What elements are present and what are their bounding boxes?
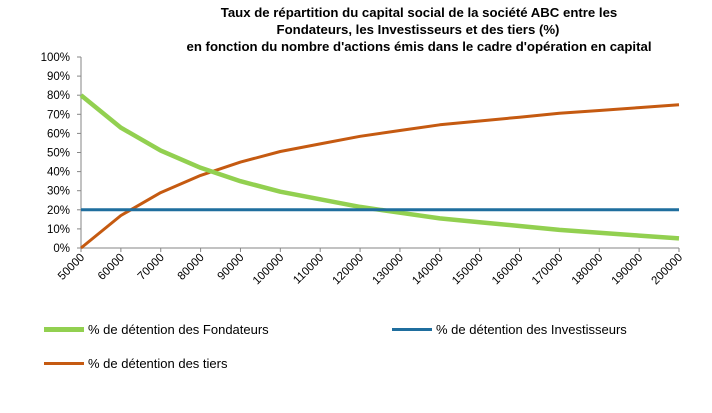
x-tick-label: 130000 — [370, 252, 406, 288]
x-tick-label: 50000 — [56, 252, 87, 283]
y-tick-label: 40% — [47, 167, 70, 179]
title-line-3: en fonction du nombre d'actions émis dan… — [186, 39, 652, 54]
x-tick-label: 70000 — [136, 252, 167, 283]
title-line-2: Fondateurs, les Investisseurs et des tie… — [276, 22, 560, 37]
x-tick-label: 90000 — [215, 252, 246, 283]
y-tick-label: 90% — [47, 71, 70, 83]
x-tick-label: 100000 — [251, 252, 287, 288]
x-tick-label: 80000 — [176, 252, 207, 283]
x-tick-label: 180000 — [570, 252, 606, 288]
series-layer — [79, 93, 680, 250]
y-tick-label: 0% — [53, 243, 70, 255]
x-tick-label: 120000 — [331, 252, 367, 288]
y-tick-label: 20% — [47, 205, 70, 217]
y-tick-label: 10% — [47, 224, 70, 236]
x-tick-label: 200000 — [650, 252, 686, 288]
x-tick-label: 150000 — [450, 252, 486, 288]
series-line-0 — [79, 93, 680, 241]
y-tick-label: 30% — [47, 186, 70, 198]
series-line-2 — [80, 103, 680, 250]
tick-labels: 0% 10% 20% 30% 40% 50% 60% 70% 80% 90% 100% 50000 60… — [41, 52, 686, 287]
y-tick-label: 100% — [41, 52, 70, 64]
x-tick-label: 110000 — [291, 252, 326, 287]
x-tick-label: 190000 — [610, 252, 646, 288]
x-tick-label: 140000 — [410, 252, 446, 288]
y-tick-label: 70% — [47, 109, 70, 121]
x-tick-label: 170000 — [530, 252, 566, 288]
x-tick-label: 160000 — [490, 252, 526, 288]
axes — [77, 56, 680, 252]
x-tick-label: 60000 — [96, 252, 127, 283]
title-line-1: Taux de répartition du capital social de… — [220, 5, 618, 20]
y-tick-label: 50% — [47, 148, 70, 160]
y-tick-label: 60% — [47, 128, 70, 140]
y-tick-label: 80% — [47, 90, 70, 102]
